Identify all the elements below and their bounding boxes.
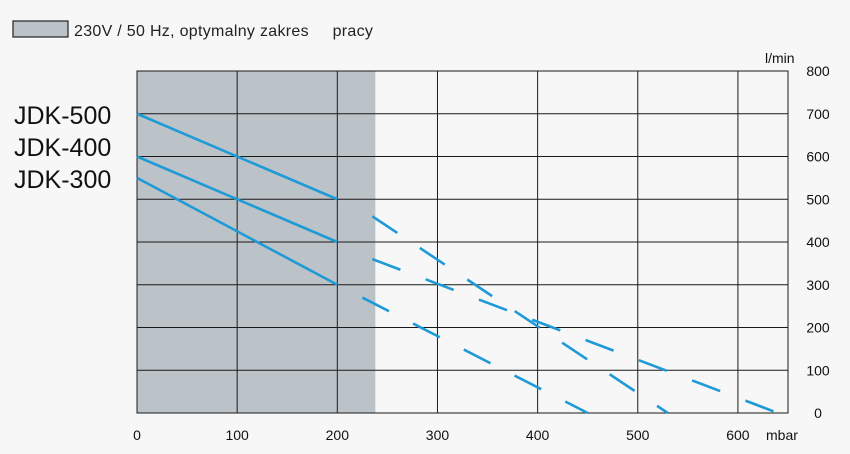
series-lines — [136, 112, 779, 415]
x-tick-300: 300 — [426, 427, 450, 443]
series-extension-jdk-300 — [361, 296, 589, 415]
x-tick-0: 0 — [133, 427, 141, 443]
x-axis-unit: mbar — [766, 427, 798, 443]
y-tick-300: 300 — [806, 277, 830, 293]
series-extension-jdk-500 — [371, 215, 669, 415]
y-tick-400: 400 — [806, 234, 830, 250]
y-axis-ticks: 0 100 200 300 400 500 600 700 800 — [806, 63, 830, 421]
legend: 230V / 50 Hz, optymalny zakres pracy — [12, 20, 373, 40]
y-tick-100: 100 — [806, 362, 830, 378]
series-line-jdk-400 — [136, 155, 338, 244]
plot-area — [136, 70, 789, 415]
y-tick-200: 200 — [806, 320, 830, 336]
x-tick-200: 200 — [326, 427, 350, 443]
series-line-jdk-300 — [136, 176, 338, 286]
series-label-jdk-300: JDK-300 — [14, 166, 111, 194]
series-extension-jdk-400 — [371, 257, 779, 415]
legend-text: 230V / 50 Hz, optymalny zakres pracy — [74, 23, 373, 40]
x-tick-100: 100 — [225, 427, 249, 443]
y-tick-500: 500 — [806, 191, 830, 207]
series-labels: JDK-500 JDK-400 JDK-300 — [14, 102, 111, 194]
x-tick-600: 600 — [726, 427, 750, 443]
series-line-jdk-500 — [136, 112, 338, 201]
y-tick-700: 700 — [806, 106, 830, 122]
legend-swatch — [12, 20, 69, 38]
x-tick-500: 500 — [626, 427, 650, 443]
y-tick-800: 800 — [806, 63, 830, 79]
gridlines — [137, 71, 788, 413]
y-tick-0: 0 — [814, 405, 822, 421]
x-axis-ticks: 0 100 200 300 400 500 600 — [133, 427, 750, 443]
y-tick-600: 600 — [806, 149, 830, 165]
y-axis-unit: l/min — [765, 50, 795, 66]
x-tick-400: 400 — [526, 427, 550, 443]
series-label-jdk-500: JDK-500 — [14, 102, 111, 130]
plot-frame — [136, 70, 789, 414]
series-label-jdk-400: JDK-400 — [14, 134, 111, 162]
